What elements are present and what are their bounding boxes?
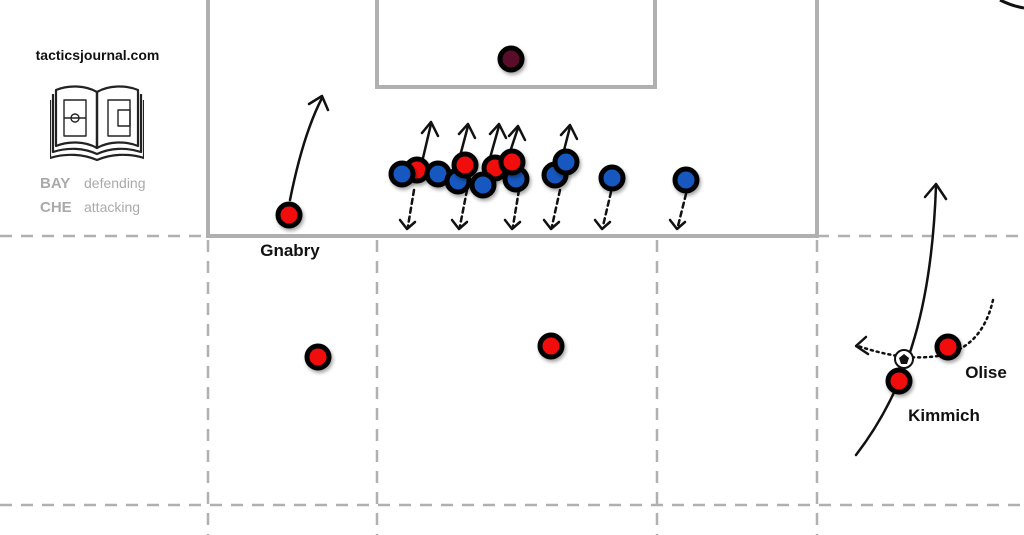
dashed-arrow [406, 188, 416, 228]
player-label: Olise [965, 363, 1007, 382]
zone-lines [0, 234, 1024, 535]
player-marker-blue [552, 148, 580, 176]
legend-role: defending [84, 175, 146, 191]
dashed-arrow [550, 188, 562, 228]
player-marker-red [537, 332, 565, 360]
run-arrows [288, 94, 948, 457]
player-marker-red [304, 343, 332, 371]
near-post-run-arrow [488, 124, 501, 160]
arrowhead [420, 120, 440, 138]
arrowhead [559, 123, 579, 141]
player-marker-blue [672, 166, 700, 194]
pass-dotted-arrow [856, 298, 995, 359]
dashed-arrow [511, 188, 521, 228]
marker-drop-arrows [406, 188, 995, 359]
player-marker-blue [388, 160, 416, 188]
site-brand: tacticsjournal.com [35, 47, 160, 63]
player-marker-blue [598, 164, 626, 192]
player-marker-red [498, 148, 526, 176]
player-marker-red [885, 367, 913, 395]
goalkeeper-marker [497, 45, 525, 73]
players-layer [275, 45, 962, 395]
player-label: Kimmich [908, 406, 980, 425]
player-label: Gnabry [260, 241, 320, 260]
kimmich-run-arrow [854, 184, 938, 457]
player-marker-red [275, 201, 303, 229]
gnabry-run-arrow [288, 96, 324, 202]
arrowhead [507, 124, 527, 142]
arrowhead [457, 122, 477, 140]
player-labels: Gnabry Kimmich Olise [260, 241, 1007, 425]
legend-team: BAY [40, 175, 71, 192]
legend-row-che: CHE attacking [40, 199, 140, 217]
arrowhead [923, 182, 948, 201]
football-icon [894, 349, 914, 369]
player-marker-red [934, 333, 962, 361]
player-marker-red [451, 151, 479, 179]
penalty-box [206, 0, 819, 238]
arrowhead [488, 122, 508, 140]
legend-role: attacking [84, 199, 141, 215]
near-post-run-arrow [421, 122, 433, 160]
dashed-arrow [601, 190, 613, 228]
open-book-pitch-logo-icon [50, 85, 144, 162]
dashed-arrow [458, 188, 469, 228]
legend-team: CHE [40, 199, 72, 216]
dashed-arrowheads [398, 218, 870, 356]
player-marker-blue [469, 171, 497, 199]
corner-arc [999, 0, 1024, 10]
six-yard-box [375, 0, 657, 89]
legend-row-bay: BAY defending [40, 175, 146, 193]
dashed-arrow [676, 192, 688, 228]
arrowhead [307, 94, 330, 112]
